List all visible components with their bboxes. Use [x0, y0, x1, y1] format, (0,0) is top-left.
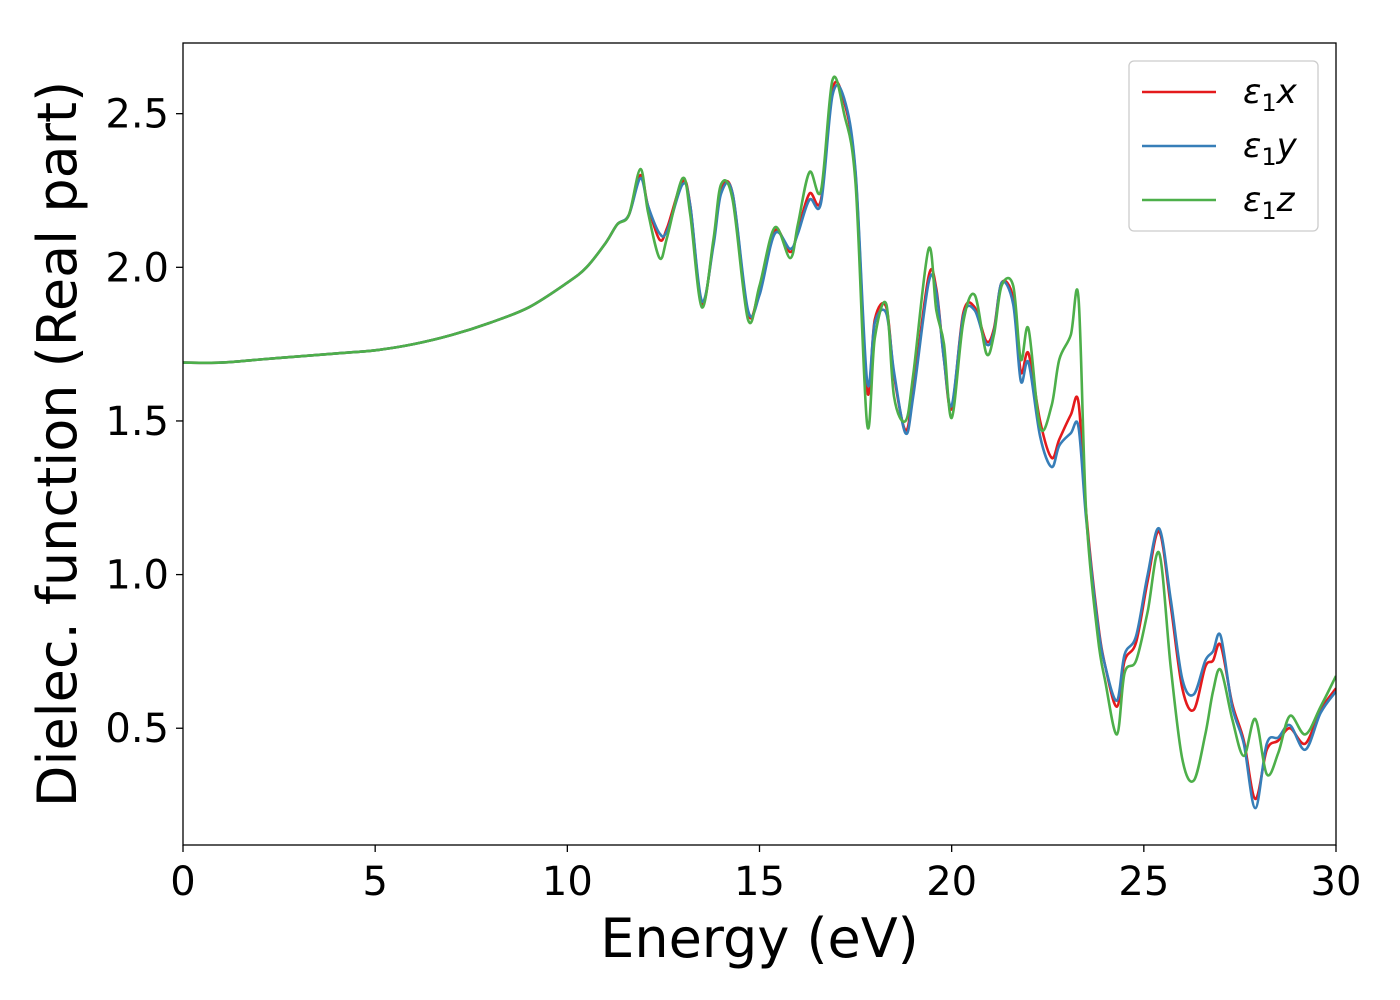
- y-tick-label: 2.5: [105, 92, 169, 138]
- y-tick-label: 0.5: [105, 706, 169, 752]
- x-axis: 0 5 10 15 20 25 30: [170, 845, 1361, 905]
- legend-label-x: ε1x: [1243, 72, 1298, 117]
- legend-label-z: ε1z: [1243, 180, 1296, 225]
- x-tick-label: 15: [734, 859, 785, 905]
- x-tick-label: 30: [1311, 859, 1362, 905]
- series-line-z: [183, 75, 1336, 783]
- y-tick-label: 1.0: [105, 553, 169, 599]
- x-tick-label: 10: [542, 859, 593, 905]
- y-tick-label: 1.5: [105, 399, 169, 445]
- x-tick-label: 0: [170, 859, 195, 905]
- legend: ε1x ε1y ε1z: [1128, 60, 1319, 232]
- legend-label-y: ε1y: [1243, 126, 1298, 171]
- y-tick-label: 2.0: [105, 245, 169, 291]
- legend-box: [1128, 60, 1319, 232]
- y-axis-label: Dielec. function (Real part): [26, 81, 89, 807]
- series-layer: [183, 75, 1336, 810]
- x-axis-label: Energy (eV): [600, 907, 919, 970]
- y-axis: 0.5 1.0 1.5 2.0 2.5: [105, 92, 183, 752]
- x-tick-label: 25: [1118, 859, 1169, 905]
- x-tick-label: 5: [362, 859, 387, 905]
- x-tick-label: 20: [926, 859, 977, 905]
